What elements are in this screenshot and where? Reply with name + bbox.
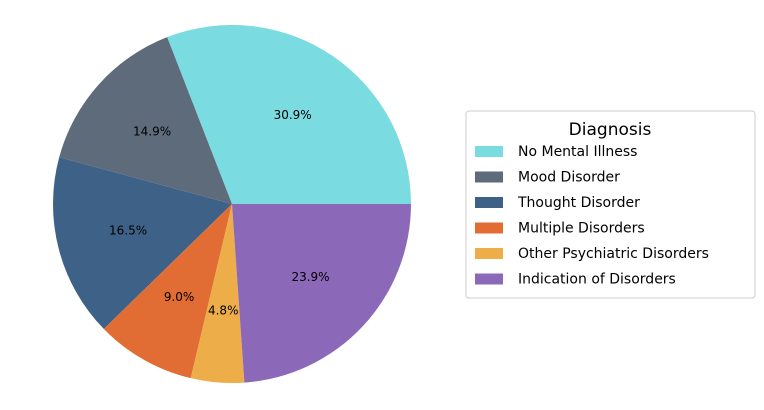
- legend-title: Diagnosis: [569, 120, 652, 140]
- pie-slice-mood-disorder: [59, 37, 232, 204]
- pie-slice-no-mental-illness: [167, 25, 411, 205]
- pie-percent-label: 14.9%: [133, 125, 171, 139]
- pie-percent-label: 9.0%: [164, 290, 195, 304]
- legend-label: Indication of Disorders: [518, 272, 676, 288]
- legend-label: No Mental Illness: [518, 144, 637, 160]
- pie-slice-indication-of-disorders: [232, 204, 411, 383]
- legend-label: Other Psychiatric Disorders: [518, 246, 709, 262]
- legend-swatch: [475, 146, 503, 157]
- legend-items: No Mental Illness Mood Disorder Thought Di…: [475, 144, 709, 288]
- pie-slices: [53, 25, 411, 383]
- legend-frame: [465, 110, 756, 299]
- legend-label: Multiple Disorders: [518, 221, 645, 237]
- pie-percent-label: 23.9%: [291, 270, 329, 284]
- legend-swatch: [475, 222, 503, 234]
- pie-slice-multiple-disorders: [103, 204, 232, 379]
- legend-label: Thought Disorder: [517, 195, 640, 211]
- pie-slice-thought-disorder: [53, 157, 232, 329]
- pie-percent-labels: 30.9% 14.9% 16.5% 9.0% 4.8% 23.9%: [109, 108, 330, 318]
- pie-percent-label: 4.8%: [208, 304, 239, 318]
- pie-percent-label: 30.9%: [274, 108, 312, 122]
- legend: Diagnosis No Mental Illness Mood Disorder…: [465, 110, 756, 299]
- pie-percent-label: 16.5%: [109, 224, 147, 238]
- legend-swatch: [475, 273, 503, 285]
- legend-swatch: [475, 248, 503, 259]
- legend-swatch: [475, 197, 503, 208]
- legend-swatch: [475, 171, 503, 183]
- legend-label: Mood Disorder: [518, 170, 620, 186]
- pie-slice-other-psychiatric-disorders: [190, 204, 245, 383]
